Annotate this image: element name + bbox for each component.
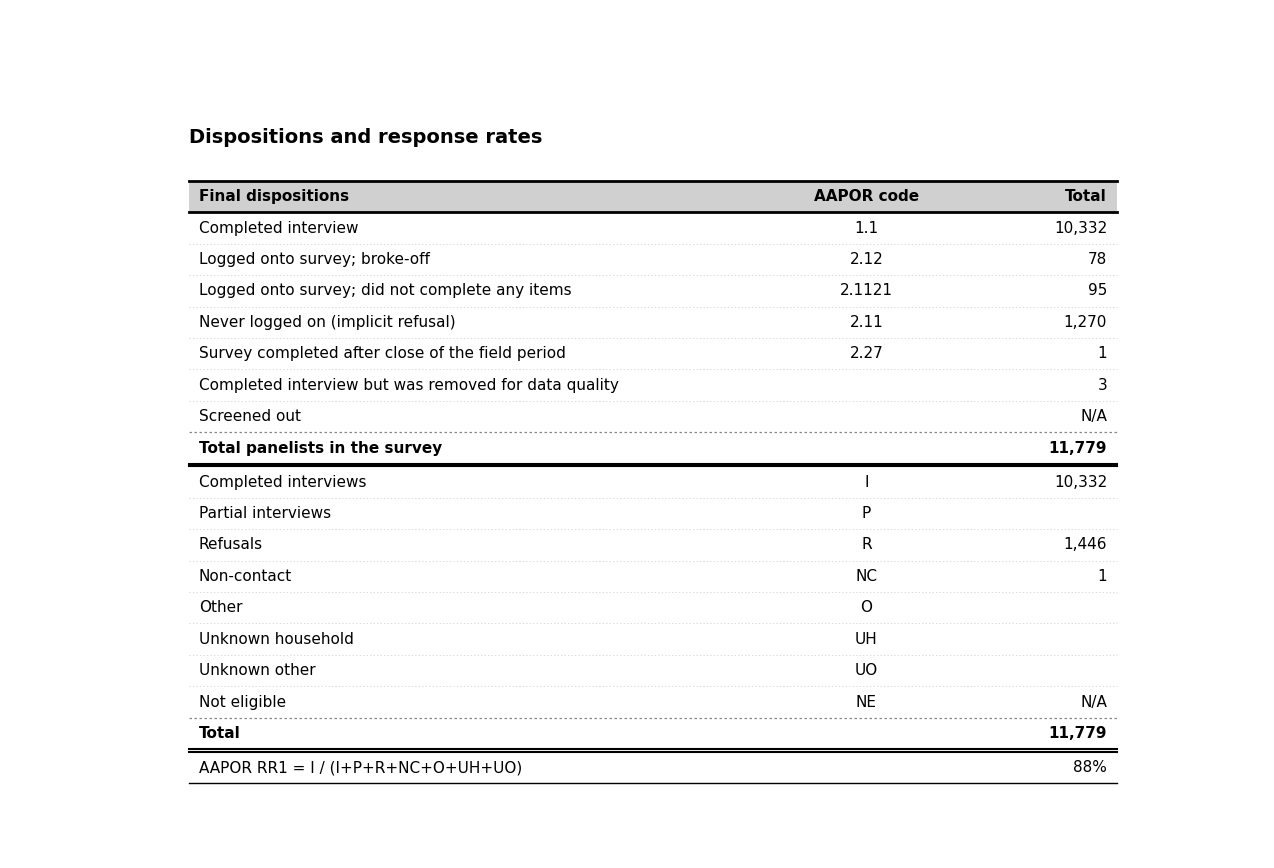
Bar	[189, 718, 1117, 749]
Bar	[189, 370, 1117, 401]
Text: UO: UO	[855, 663, 878, 678]
Text: Not eligible: Not eligible	[199, 694, 285, 709]
Bar	[189, 401, 1117, 432]
Text: R: R	[861, 537, 871, 552]
Text: Completed interview but was removed for data quality: Completed interview but was removed for …	[199, 378, 619, 392]
Bar	[189, 181, 1117, 213]
Bar	[189, 654, 1117, 687]
Text: Dispositions and response rates: Dispositions and response rates	[189, 128, 543, 147]
Bar	[189, 529, 1117, 561]
Bar	[189, 592, 1117, 623]
Text: 1.1: 1.1	[855, 220, 879, 235]
Text: Logged onto survey; did not complete any items: Logged onto survey; did not complete any…	[199, 284, 571, 299]
Text: Completed interview: Completed interview	[199, 220, 358, 235]
Text: NC: NC	[855, 569, 878, 584]
Bar	[189, 687, 1117, 718]
Text: 88%: 88%	[1073, 760, 1107, 775]
Bar	[189, 752, 1117, 783]
Text: 95: 95	[1088, 284, 1107, 299]
Text: Total: Total	[1065, 189, 1107, 204]
Text: UH: UH	[855, 632, 878, 647]
Text: 3: 3	[1097, 378, 1107, 392]
Text: Non-contact: Non-contact	[199, 569, 292, 584]
Text: 2.12: 2.12	[850, 252, 883, 267]
Text: Screened out: Screened out	[199, 409, 301, 424]
Text: 1,270: 1,270	[1064, 315, 1107, 330]
Text: 11,779: 11,779	[1049, 441, 1107, 456]
Text: Total: Total	[199, 726, 241, 741]
Text: Unknown other: Unknown other	[199, 663, 316, 678]
Bar	[189, 275, 1117, 306]
Text: Never logged on (implicit refusal): Never logged on (implicit refusal)	[199, 315, 455, 330]
Text: 1,446: 1,446	[1064, 537, 1107, 552]
Bar	[189, 498, 1117, 529]
Text: Survey completed after close of the field period: Survey completed after close of the fiel…	[199, 346, 566, 361]
Text: 10,332: 10,332	[1054, 220, 1107, 235]
Bar	[189, 561, 1117, 592]
Text: P: P	[861, 506, 871, 521]
Bar	[189, 623, 1117, 654]
Text: AAPOR RR1 = I / (I+P+R+NC+O+UH+UO): AAPOR RR1 = I / (I+P+R+NC+O+UH+UO)	[199, 760, 522, 775]
Text: Unknown household: Unknown household	[199, 632, 354, 647]
Text: 2.1121: 2.1121	[840, 284, 893, 299]
Bar	[189, 306, 1117, 339]
Bar	[189, 244, 1117, 275]
Text: O: O	[860, 601, 873, 615]
Bar	[189, 466, 1117, 498]
Text: 11,779: 11,779	[1049, 726, 1107, 741]
Text: N/A: N/A	[1080, 409, 1107, 424]
Bar	[189, 339, 1117, 370]
Bar	[189, 213, 1117, 244]
Text: NE: NE	[856, 694, 877, 709]
Text: Other: Other	[199, 601, 242, 615]
Text: 1: 1	[1097, 569, 1107, 584]
Text: N/A: N/A	[1080, 694, 1107, 709]
Text: Logged onto survey; broke-off: Logged onto survey; broke-off	[199, 252, 429, 267]
Text: Total panelists in the survey: Total panelists in the survey	[199, 441, 442, 456]
Text: Partial interviews: Partial interviews	[199, 506, 331, 521]
Bar	[189, 432, 1117, 464]
Text: 78: 78	[1088, 252, 1107, 267]
Text: 2.27: 2.27	[850, 346, 883, 361]
Text: Completed interviews: Completed interviews	[199, 475, 366, 490]
Text: 1: 1	[1097, 346, 1107, 361]
Text: Refusals: Refusals	[199, 537, 262, 552]
Text: I: I	[864, 475, 869, 490]
Text: 2.11: 2.11	[850, 315, 883, 330]
Text: AAPOR code: AAPOR code	[814, 189, 919, 204]
Text: 10,332: 10,332	[1054, 475, 1107, 490]
Text: Final dispositions: Final dispositions	[199, 189, 349, 204]
